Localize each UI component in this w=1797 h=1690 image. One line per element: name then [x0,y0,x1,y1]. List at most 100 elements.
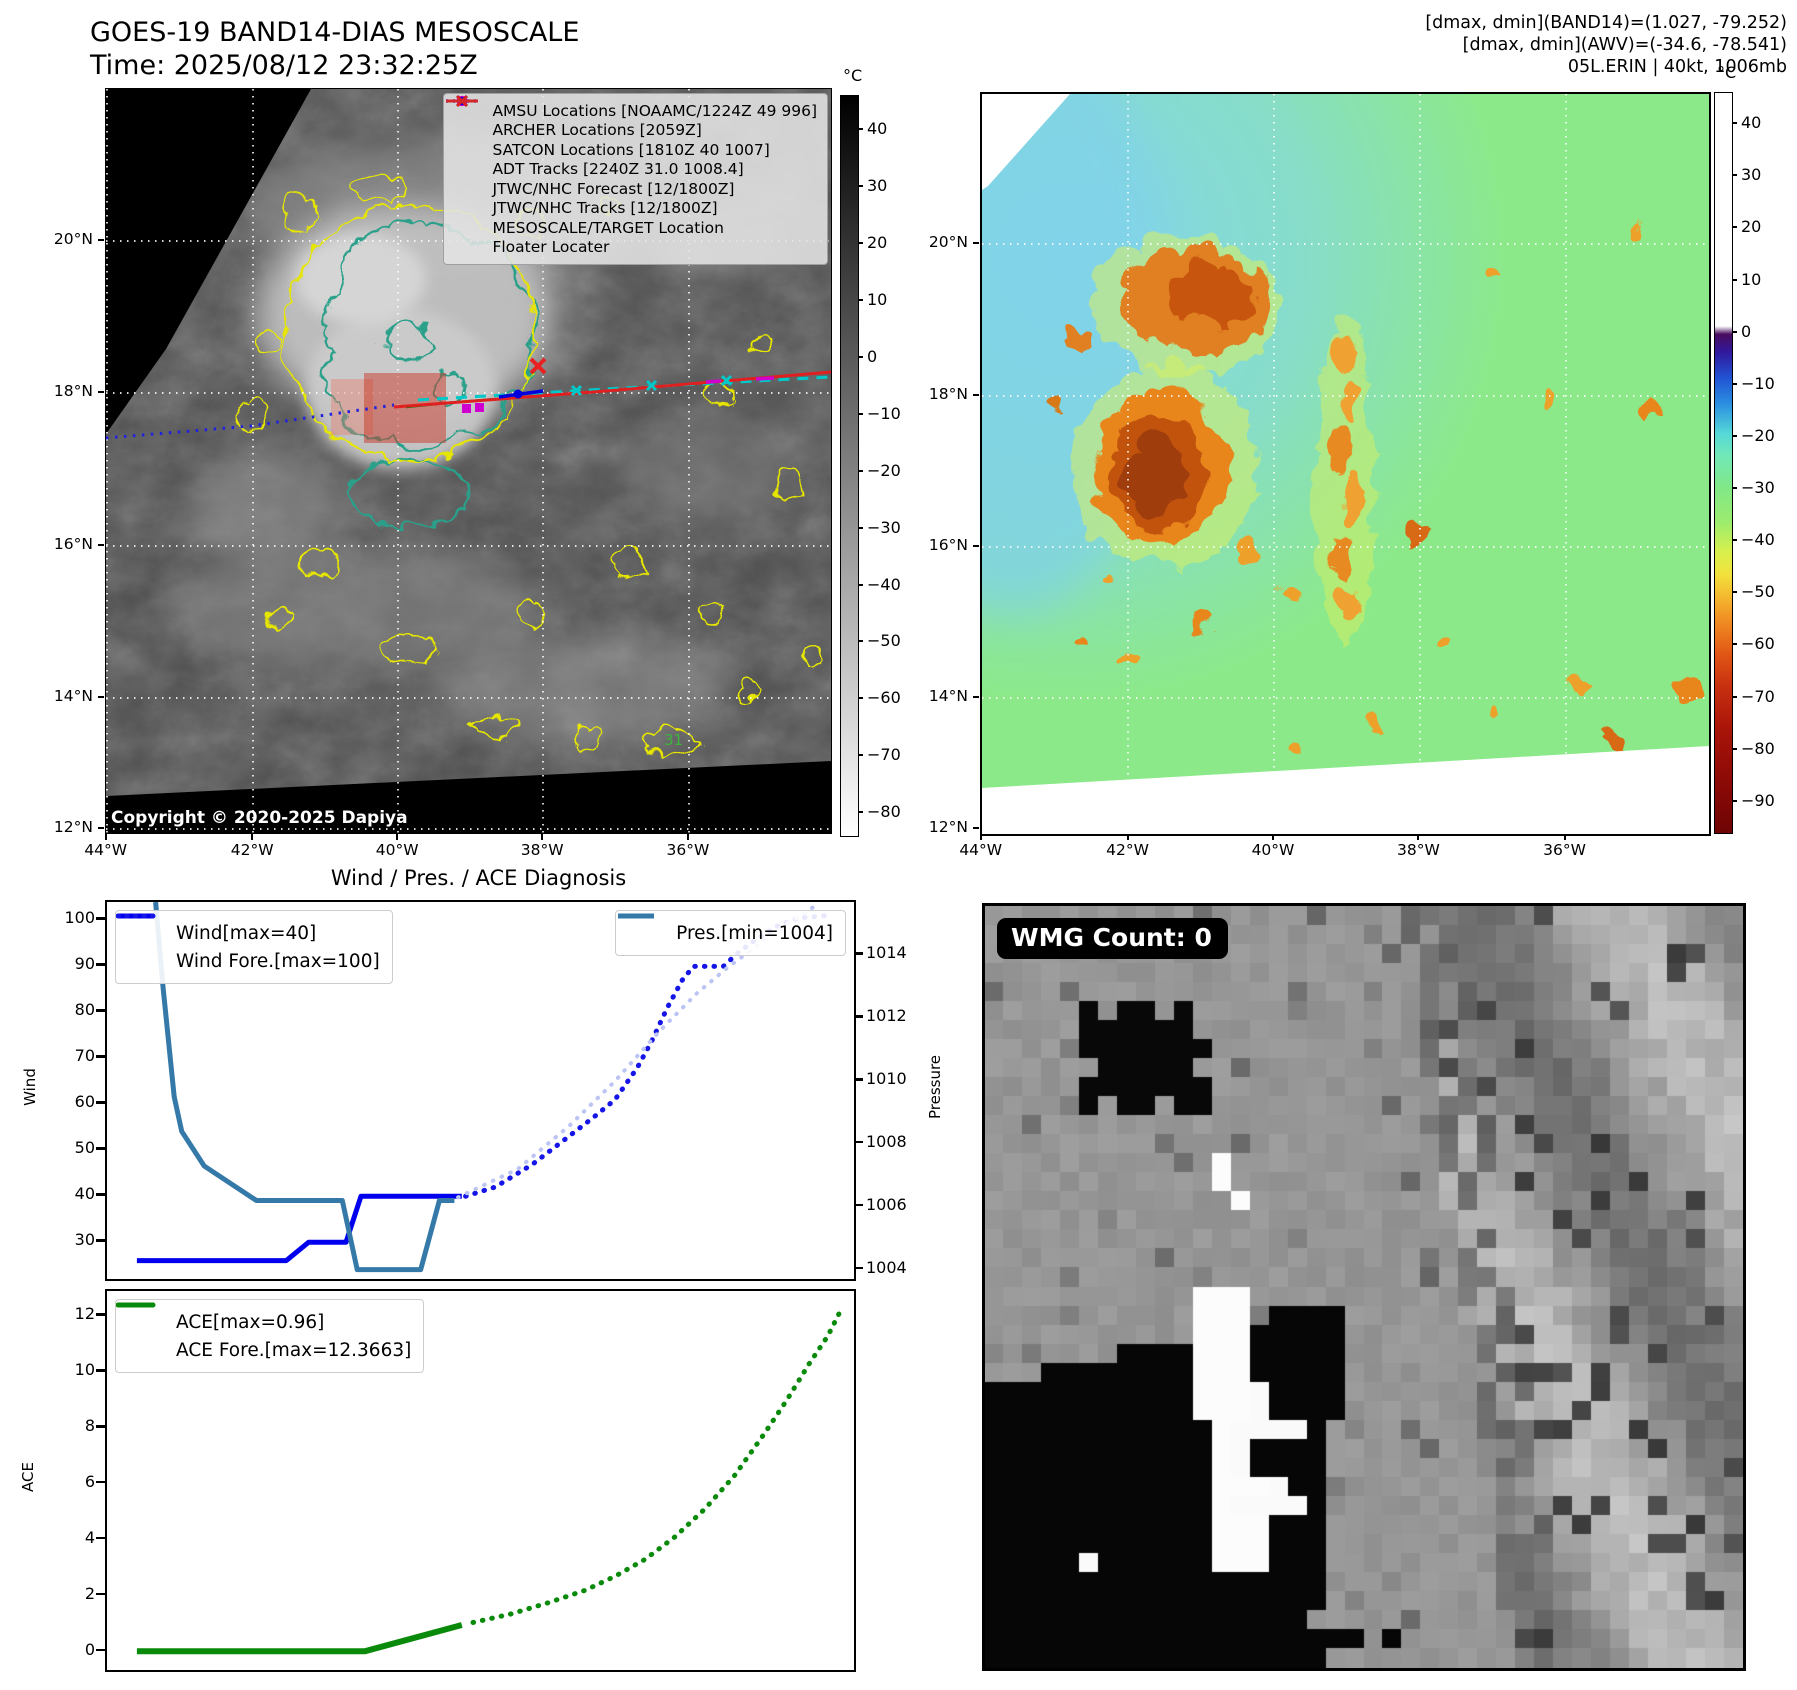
legend-item: Wind Fore.[max=100] [116,913,380,975]
colorbar-tick-label: −40 [1741,530,1775,550]
series-ace-fore-max-12-3663- [470,1303,846,1625]
convection-blobs [1035,216,1694,754]
colorbar-tick-label: −10 [867,403,901,423]
archer-segment [755,376,775,381]
colorbar-tick [1732,487,1737,490]
y-tick-right [854,1203,863,1207]
colorbar-tick [1732,799,1737,802]
y-tick [96,1313,105,1316]
band14-colorbar [840,95,859,837]
lon-tick-label: 40°W [375,841,419,859]
lat-tick-label: 18°N [53,382,93,401]
colorbar-tick [1732,747,1737,750]
legend-item-label: AMSU Locations [NOAAMC/1224Z 49 996] [492,101,817,120]
scan-edge-topleft [106,89,311,434]
y-tick [96,1147,105,1150]
storm-info: [dmax, dmin](BAND14)=(1.027, -79.252) [d… [1425,12,1787,78]
scan-edge-bottom [106,761,831,833]
y-tick [96,963,105,966]
amsu-location-marker [462,404,471,413]
lat-tick [98,391,104,394]
colorbar-tick-label: −20 [867,460,901,480]
legend-item: ARCHER Locations [2059Z] [452,96,817,141]
wind-legend: Wind[max=40] Wind Fore.[max=100] [115,910,393,984]
lon-tick-label: 38°W [1396,841,1440,859]
colorbar-tick-label: 30 [867,176,888,196]
colorbar-tick [858,412,863,415]
y-tick-label: 90 [74,954,95,974]
lat-tick [98,827,104,830]
y-tick-label: 8 [84,1416,95,1436]
solid-line-icon [618,913,655,919]
colorbar-tick [858,526,863,529]
lon-tick [1417,834,1420,840]
colorbar-tick [1732,174,1737,177]
wmg-mosaic-canvas [985,906,1743,1668]
wind-axis-label: Wind [21,1068,39,1106]
graticule [106,89,831,833]
y-tick-label: 30 [74,1230,95,1250]
colorbar-tick-label: −90 [1741,790,1775,810]
colorbar-tick [1732,591,1737,594]
lon-tick [541,834,544,840]
colorbar-tick [1732,695,1737,698]
y-tick [96,1193,105,1196]
pressure-axis-label: Pressure [926,1054,944,1120]
y-tick-label: 4 [84,1527,95,1547]
y-tick [96,1369,105,1372]
lon-tick-label: 36°W [666,841,710,859]
colorbar-tick [858,469,863,472]
archer-segment2 [705,379,722,384]
legend-item-label: JTWC/NHC Forecast [12/1800Z] [492,179,735,198]
colorbar-tick [1732,539,1737,542]
y-tick-label: 100 [64,908,95,928]
y-tick [96,917,105,920]
y-tick-label-right: 1004 [866,1257,907,1277]
y-tick-right [854,1078,863,1081]
y-tick-label-right: 1006 [866,1194,907,1214]
copyright-text: Copyright © 2020-2025 Dapiya [111,808,408,828]
satcon-x-markers [570,374,733,397]
colorbar-tick-label: −80 [1741,738,1775,758]
colorbar-tick-label: −70 [867,745,901,765]
y-tick-label-right: 1012 [866,1006,907,1026]
ace-chart: ACE[max=0.96] ACE Fore.[max=12.3663] [105,1289,856,1672]
lon-tick-label: 40°W [1251,841,1295,859]
colorbar-tick-label: −50 [867,631,901,651]
lat-tick [98,238,104,241]
awv-scene [982,94,1709,834]
y-tick [96,1480,105,1484]
colorbar-tick-label: −20 [1741,425,1775,445]
lon-tick-label: 42°W [1106,841,1149,859]
legend-item: ACE[max=0.96] [118,1302,411,1336]
y-tick-label-right: 1008 [866,1131,907,1151]
colorbar-tick [858,242,863,244]
legend-item: AMSU Locations [NOAAMC/1224Z 49 996] [452,96,817,121]
band14-colorbar-unit: °C [843,66,863,85]
scan-edge-bottom [982,746,1709,834]
colorbar-tick [1732,382,1737,385]
colorbar-tick-label: −60 [867,688,901,708]
lat-tick [973,545,979,548]
jtwc-forecast-track [106,403,395,440]
legend-item: ADT Tracks [2240Z 31.0 1008.4] [446,99,817,180]
colorbar-tick [1732,434,1737,437]
y-tick-label: 50 [74,1138,95,1158]
colorbar-tick [858,583,863,586]
colorbar-tick-label: −60 [1741,634,1775,654]
graticule [982,94,1709,834]
lat-tick [973,241,979,244]
legend-item-label: Wind Fore.[max=100] [176,950,380,972]
page-title: GOES-19 BAND14-DIAS MESOSCALE Time: 2025… [90,16,579,82]
colorbar-tick-label: 20 [867,233,888,252]
awv-range: [dmax, dmin](AWV)=(-34.6, -78.541) [1462,35,1787,55]
lon-tick [104,834,107,840]
y-tick-label-right: 1014 [866,943,907,963]
lat-tick [98,695,104,698]
y-tick [96,1425,105,1428]
archer-location-marker [475,403,484,412]
lon-tick [1126,834,1129,840]
y-tick-label: 60 [74,1092,95,1112]
line-marker-icon [446,99,479,103]
colorbar-tick [1732,226,1737,229]
